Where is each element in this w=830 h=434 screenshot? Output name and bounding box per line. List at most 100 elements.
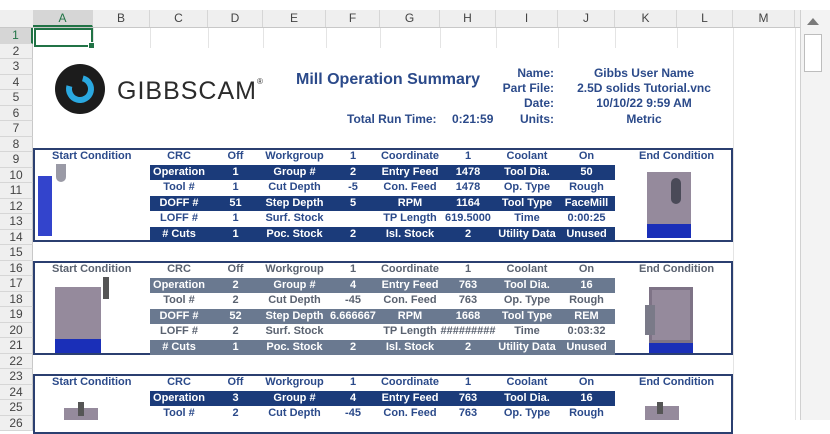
gridline	[93, 28, 94, 48]
scroll-thumb[interactable]	[804, 34, 822, 72]
op-cell: # Cuts	[162, 227, 196, 240]
operation-block	[33, 261, 733, 355]
row-highlight-bar	[150, 339, 615, 355]
op-header-cell: 1	[349, 376, 357, 388]
op-cell: Entry Feed	[381, 278, 439, 291]
op-cell: 2	[232, 278, 239, 291]
op-cell: Op. Type	[503, 407, 551, 419]
row-header-23[interactable]: 23	[0, 369, 33, 385]
column-header-d[interactable]: D	[208, 10, 263, 27]
row-header-14[interactable]: 14	[0, 229, 33, 245]
op-cell: Unused	[566, 340, 607, 353]
gridline	[150, 28, 151, 48]
row-header-4[interactable]: 4	[0, 74, 33, 90]
row-header-20[interactable]: 20	[0, 322, 33, 338]
column-header-i[interactable]: I	[496, 10, 558, 27]
gridline	[326, 28, 327, 48]
row-header-3[interactable]: 3	[0, 59, 33, 75]
gridline	[733, 28, 734, 420]
row-header-8[interactable]: 8	[0, 136, 33, 152]
op-cell: Operation	[153, 165, 205, 178]
op-cell: 1	[232, 165, 239, 178]
name-label: Name:	[517, 66, 554, 80]
column-header-m[interactable]: M	[733, 10, 795, 27]
row-header-10[interactable]: 10	[0, 167, 33, 183]
column-header-a[interactable]: A	[33, 10, 93, 27]
end-condition-label: End Condition	[639, 150, 715, 162]
start-condition-label: Start Condition	[52, 150, 132, 162]
row-header-2[interactable]: 2	[0, 43, 33, 59]
op-cell: 3	[232, 391, 239, 404]
op-cell: 6.666667	[330, 309, 376, 322]
op-cell: #########	[440, 325, 496, 337]
row-header-7[interactable]: 7	[0, 121, 33, 137]
op-cell: Rough	[569, 294, 604, 306]
gridline	[795, 28, 796, 420]
gridline	[380, 28, 381, 48]
column-header-h[interactable]: H	[440, 10, 496, 27]
row-header-12[interactable]: 12	[0, 198, 33, 214]
column-header-l[interactable]: L	[677, 10, 733, 27]
op-cell: DOFF #	[159, 196, 199, 209]
op-cell: 2	[464, 227, 472, 240]
op-cell: 2	[232, 407, 239, 419]
row-header-25[interactable]: 25	[0, 400, 33, 416]
op-header-cell: Off	[227, 150, 244, 162]
op-cell: 0:00:25	[567, 212, 606, 224]
op-cell: Isl. Stock	[385, 227, 435, 240]
registered-mark: ®	[256, 77, 264, 86]
row-header-22[interactable]: 22	[0, 353, 33, 369]
op-cell: DOFF #	[159, 309, 199, 322]
op-cell: Tool Type	[501, 309, 553, 322]
op-cell: Utility Data	[498, 340, 556, 353]
op-cell: -45	[345, 294, 361, 306]
op-header-cell: Coolant	[506, 150, 548, 162]
op-cell: Tool Dia.	[504, 165, 550, 178]
op-cell: 1	[232, 340, 239, 353]
formula-bar-strip	[0, 0, 830, 10]
op-header-cell: Workgroup	[265, 150, 324, 162]
op-cell: Tool #	[163, 294, 195, 306]
op-cell: Operation	[153, 278, 205, 291]
row-header-19[interactable]: 19	[0, 307, 33, 323]
op-cell: REM	[574, 309, 599, 322]
row-header-18[interactable]: 18	[0, 291, 33, 307]
column-header-c[interactable]: C	[150, 10, 208, 27]
op-header-cell: Workgroup	[265, 376, 324, 388]
row-header-24[interactable]: 24	[0, 384, 33, 400]
op-header-cell: Workgroup	[265, 263, 324, 275]
row-highlight-bar	[150, 164, 615, 180]
op-cell: Tool Dia.	[504, 278, 550, 291]
row-header-11[interactable]: 11	[0, 183, 33, 199]
row-header-9[interactable]: 9	[0, 152, 33, 168]
column-header-f[interactable]: F	[326, 10, 380, 27]
row-header-6[interactable]: 6	[0, 105, 33, 121]
op-cell: Tool Type	[501, 196, 553, 209]
column-header-g[interactable]: G	[380, 10, 440, 27]
vertical-scrollbar[interactable]	[800, 10, 830, 420]
scroll-up-arrow-icon[interactable]	[807, 18, 819, 25]
row-header-1[interactable]: 1	[0, 28, 33, 44]
op-cell: Isl. Stock	[385, 340, 435, 353]
column-header-j[interactable]: J	[558, 10, 615, 27]
gridline	[615, 28, 616, 48]
row-header-15[interactable]: 15	[0, 245, 33, 261]
row-header-16[interactable]: 16	[0, 260, 33, 276]
fill-handle[interactable]	[88, 42, 95, 49]
row-header-21[interactable]: 21	[0, 338, 33, 354]
row-header-26[interactable]: 26	[0, 415, 33, 431]
row-header-13[interactable]: 13	[0, 214, 33, 230]
select-all-corner[interactable]	[0, 10, 34, 27]
op-cell: Con. Feed	[383, 181, 437, 193]
op-header-cell: On	[578, 376, 595, 388]
op-cell: 50	[580, 165, 593, 178]
op-cell: Poc. Stock	[266, 227, 323, 240]
gridline	[263, 28, 264, 48]
column-header-e[interactable]: E	[263, 10, 326, 27]
selected-cell-a1[interactable]	[34, 28, 95, 49]
op-header-cell: Off	[227, 376, 244, 388]
row-header-17[interactable]: 17	[0, 276, 33, 292]
row-header-5[interactable]: 5	[0, 90, 33, 106]
column-header-k[interactable]: K	[615, 10, 677, 27]
column-header-b[interactable]: B	[93, 10, 150, 27]
